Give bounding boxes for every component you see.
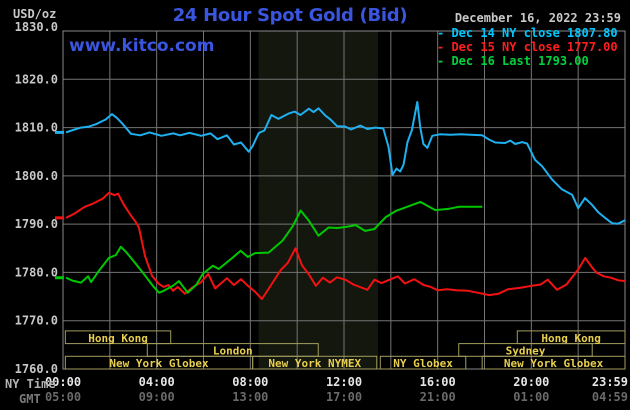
nymex-session-band [258,31,378,369]
legend: - Dec 14 NY close 1807.80- Dec 15 NY clo… [437,26,618,68]
kitco-watermark: www.kitco.com [69,36,215,56]
x-tick-label-gmt: 04:59 [592,390,628,404]
series-line-dec16 [65,200,483,294]
x-tick-label-ny: 12:00 [326,375,362,389]
x-tick-label-ny: 00:00 [45,375,81,389]
y-tick-label: 1810.0 [15,121,58,135]
chart-title: 24 Hour Spot Gold (Bid) [0,5,630,26]
legend-dash-marker: - [437,54,452,68]
x-tick-label-ny: 08:00 [232,375,268,389]
x-tick-label-gmt: 21:00 [420,390,456,404]
y-tick-label: 1780.0 [15,265,58,279]
x-tick-label-gmt: 05:00 [45,390,81,404]
session-label: New York Globex [504,357,604,370]
gmt-axis-label: GMT [19,392,41,406]
x-tick-label-ny: 04:00 [139,375,175,389]
legend-label: Dec 16 Last 1793.00 [451,54,589,68]
session-label: London [213,344,253,357]
y-tick-label: 1820.0 [15,72,58,86]
session-box [252,355,378,370]
legend-item: - Dec 16 Last 1793.00 [437,54,618,68]
x-tick-label-gmt: 17:00 [326,390,362,404]
legend-dash-marker: - [437,26,452,40]
session-label: Hong Kong [541,332,601,345]
legend-dash-marker: - [437,40,452,54]
units-label: USD/oz [13,7,57,21]
session-box [379,355,467,370]
ny-time-axis-label: NY Time [5,377,56,391]
session-box [64,330,172,345]
legend-item: - Dec 14 NY close 1807.80 [437,26,618,40]
session-label: Hong Kong [88,332,148,345]
y-tick-label: 1830.0 [15,20,58,34]
legend-label: Dec 14 NY close 1807.80 [451,26,618,40]
y-tick-label: 1760.0 [15,362,58,376]
x-tick-label-ny: 20:00 [513,375,549,389]
x-tick-label-gmt: 01:00 [513,390,549,404]
y-tick-label: 1770.0 [15,314,58,328]
series-line-dec15 [65,191,626,300]
x-tick-label-ny: 23:59 [592,375,628,389]
x-tick-label-gmt: 13:00 [232,390,268,404]
x-tick-label-ny: 16:00 [420,375,456,389]
session-label: NY Globex [393,357,453,370]
legend-label: Dec 15 NY close 1777.00 [451,40,618,54]
series-line-dec14 [65,101,626,225]
session-box [481,355,626,370]
legend-item: - Dec 15 NY close 1777.00 [437,40,618,54]
datetime-label: December 16, 2022 23:59 [454,11,621,25]
x-tick-label-gmt: 09:00 [139,390,175,404]
y-tick-label: 1790.0 [15,217,58,231]
chart-title-text: 24 Hour Spot Gold (Bid) [172,5,408,26]
session-label: Sydney [506,344,546,357]
y-tick-label: 1800.0 [15,169,58,183]
session-label: New York NYMEX [268,357,361,370]
session-label: New York Globex [109,357,209,370]
